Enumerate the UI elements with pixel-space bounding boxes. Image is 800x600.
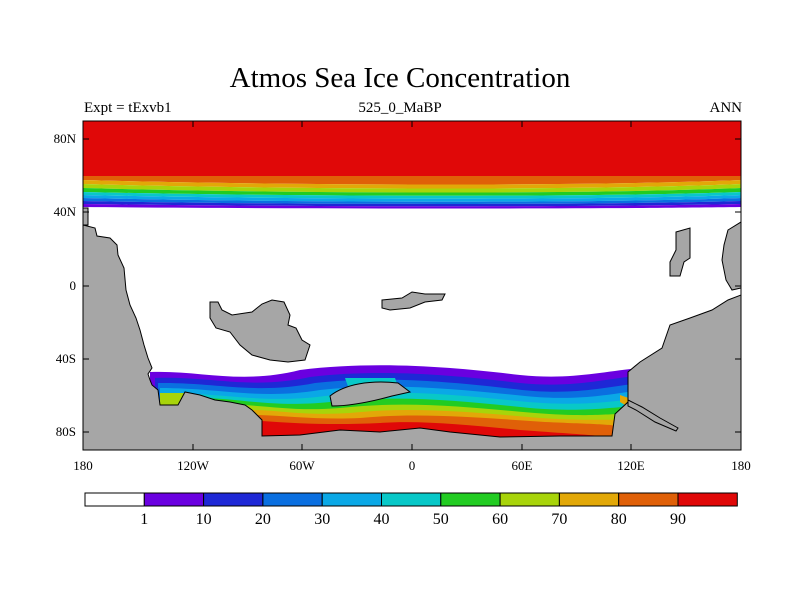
- colorbar-swatch: [143, 492, 205, 507]
- land-antarctic-inlet: [329, 381, 412, 407]
- land-masses: [83, 207, 741, 450]
- time-label: 525_0_MaBP: [358, 100, 442, 116]
- lon-tick-label: 120W: [177, 458, 210, 473]
- colorbar-swatch: [499, 492, 560, 507]
- colorbar-label: 60: [492, 511, 508, 528]
- map-title: Atmos Sea Ice Concentration: [229, 62, 571, 94]
- lon-tick-label: 180: [73, 458, 93, 473]
- colorbar: 1 10 20 30 40 50 60 70 80 90: [84, 492, 738, 528]
- colorbar-label: 40: [374, 511, 390, 528]
- lat-tick-label: 40S: [56, 351, 76, 366]
- colorbar-swatch: [618, 492, 679, 507]
- colorbar-label: 20: [255, 511, 271, 528]
- lon-tick-label: 60W: [289, 458, 315, 473]
- land-central-island: [381, 291, 446, 311]
- colorbar-label: 50: [433, 511, 449, 528]
- colorbar-label: 30: [314, 511, 330, 528]
- map-field: [83, 121, 741, 450]
- lon-tick-label: 120E: [617, 458, 645, 473]
- colorbar-swatch: [558, 492, 620, 507]
- colorbar-swatch: [381, 492, 442, 507]
- lat-tick-label: 0: [70, 278, 77, 293]
- colorbar-label: 70: [551, 511, 567, 528]
- experiment-label: Expt = tExvb1: [84, 100, 172, 116]
- lat-tick-label: 80N: [54, 131, 77, 146]
- land-west-coast-strip: [83, 207, 89, 226]
- colorbar-swatch: [84, 492, 145, 507]
- northern-sea-ice: [83, 121, 741, 209]
- land-east-island: [669, 227, 691, 277]
- colorbar-swatch: [203, 492, 264, 507]
- lon-tick-label: 0: [409, 458, 416, 473]
- colorbar-swatch: [677, 492, 738, 507]
- colorbar-label: 10: [196, 511, 212, 528]
- colorbar-label: 90: [670, 511, 686, 528]
- lat-tick-marks: [83, 138, 741, 433]
- lat-tick-label: 40N: [54, 204, 77, 219]
- land-central-continent: [209, 299, 311, 363]
- lon-tick-marks: [82, 121, 742, 450]
- lon-tick-label: 60E: [512, 458, 533, 473]
- land-east-coast: [721, 221, 741, 291]
- colorbar-swatch: [321, 492, 383, 507]
- lat-tick-label: 80S: [56, 424, 76, 439]
- southern-sea-ice: [150, 365, 685, 440]
- lon-tick-label: 180: [731, 458, 751, 473]
- colorbar-swatch: [440, 492, 501, 507]
- colorbar-swatch: [262, 492, 323, 507]
- colorbar-label: 80: [611, 511, 627, 528]
- colorbar-label: 1: [140, 511, 148, 528]
- land-antarctic-peninsula: [627, 399, 679, 432]
- season-label: ANN: [709, 100, 743, 116]
